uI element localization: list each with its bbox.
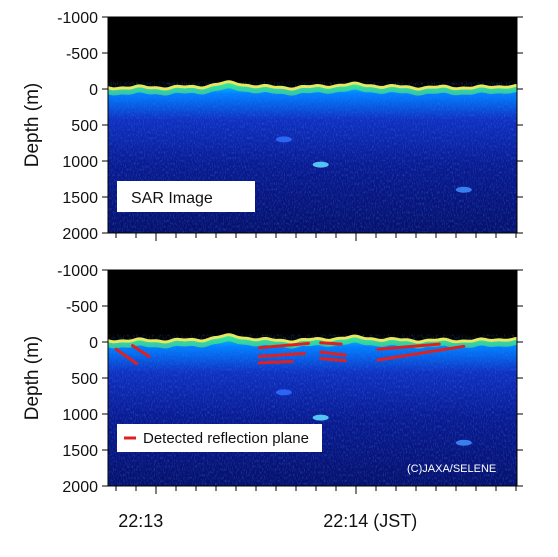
y-tick-label: -1000 [57, 263, 98, 280]
y-tick-label: 500 [71, 371, 98, 388]
bright-spot [275, 389, 292, 396]
y-tick-label: 1000 [62, 154, 98, 171]
reflection-plane-line [319, 350, 347, 357]
top-surface-glow [108, 83, 517, 96]
y-tick-label: 500 [71, 118, 98, 135]
reflection-plane-line [376, 342, 441, 351]
y-tick-label: -1000 [57, 10, 98, 27]
bright-spot [455, 186, 472, 193]
bottom-y-axis: -1000 -500 0 500 1000 1500 2000 [57, 263, 523, 496]
x-axis-labels: 22:13 22:14 (JST) [118, 511, 417, 531]
reflection-plane-line [319, 357, 347, 363]
y-tick-label: -500 [66, 299, 98, 316]
x-time-label: 22:13 [118, 511, 163, 531]
top-panel: -1000 -500 0 500 1000 1500 2000 Depth (m) SAR … [22, 10, 523, 243]
y-tick-label: 0 [89, 335, 98, 352]
credit-text: (C)JAXA/SELENE [407, 463, 496, 475]
legend-box [117, 424, 322, 452]
reflection-planes [114, 341, 466, 366]
y-tick-label: 1500 [62, 190, 98, 207]
y-tick-label: -500 [66, 46, 98, 63]
reflection-plane-line [319, 341, 343, 346]
y-tick-label: 1500 [62, 443, 98, 460]
bottom-panel: -1000 -500 0 500 1000 1500 2000 Depth (m) Dete… [22, 263, 523, 496]
bottom-surface-glow [108, 336, 517, 349]
bottom-x-ticks [115, 486, 517, 494]
legend-label: Detected reflection plane [143, 430, 309, 447]
reflection-plane-line [376, 344, 466, 362]
reflection-plane-line [257, 359, 294, 365]
y-tick-label: 0 [89, 82, 98, 99]
bright-spot [455, 439, 472, 446]
bright-spot [312, 161, 329, 168]
bottom-surface-echo [108, 333, 517, 344]
bright-spot [312, 414, 329, 421]
sar-image-label-box [117, 181, 255, 212]
x-time-label: 22:14 (JST) [323, 511, 417, 531]
top-x-ticks [115, 233, 517, 241]
y-tick-label: 2000 [62, 479, 98, 496]
reflection-plane-line [257, 341, 310, 350]
top-surface-echo [108, 80, 517, 91]
sar-image-label: SAR Image [131, 190, 213, 207]
bright-spot [275, 136, 292, 143]
top-y-axis: -1000 -500 0 500 1000 1500 2000 [57, 10, 523, 243]
bottom-y-axis-title: Depth (m) [22, 336, 43, 420]
reflection-plane-line [114, 347, 139, 366]
reflection-plane-line [131, 344, 151, 358]
top-y-axis-title: Depth (m) [22, 83, 43, 167]
y-tick-label: 1000 [62, 407, 98, 424]
y-tick-label: 2000 [62, 226, 98, 243]
reflection-plane-line [257, 352, 306, 358]
bottom-radar-image [108, 270, 517, 486]
